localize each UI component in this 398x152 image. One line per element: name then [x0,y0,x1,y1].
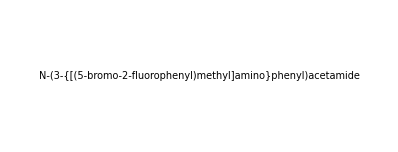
Text: N-(3-{[(5-bromo-2-fluorophenyl)methyl]amino}phenyl)acetamide: N-(3-{[(5-bromo-2-fluorophenyl)methyl]am… [39,71,359,81]
